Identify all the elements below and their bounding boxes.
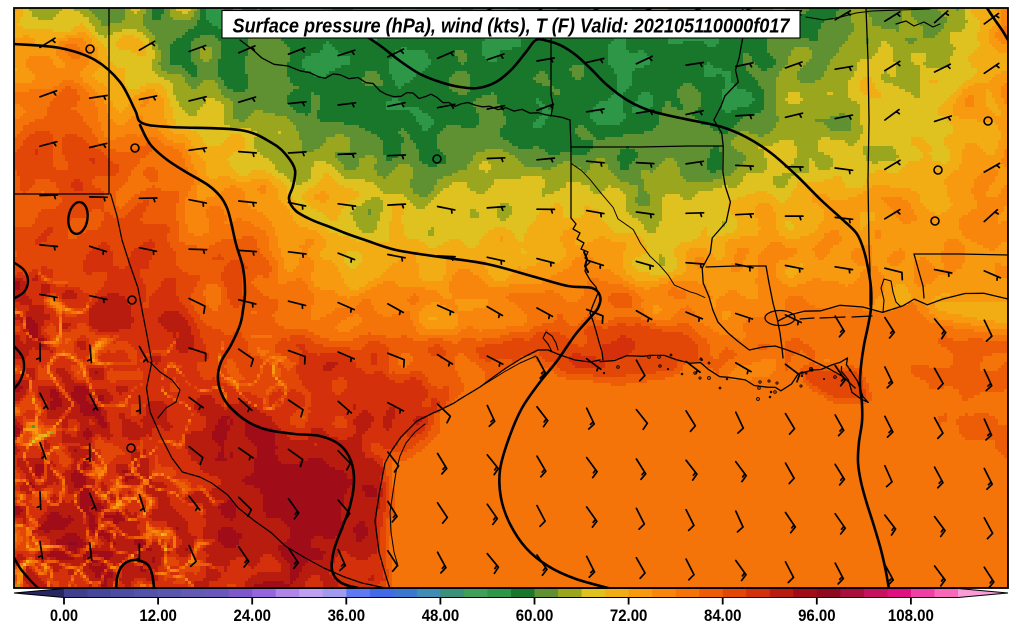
svg-text:0.00: 0.00 — [50, 607, 78, 625]
svg-text:24.00: 24.00 — [234, 607, 272, 625]
svg-text:60.00: 60.00 — [516, 607, 554, 625]
svg-text:72.00: 72.00 — [610, 607, 648, 625]
svg-text:Surface pressure (hPa), wind (: Surface pressure (hPa), wind (kts), T (F… — [233, 16, 791, 38]
svg-text:84.00: 84.00 — [704, 607, 742, 625]
svg-text:48.00: 48.00 — [422, 607, 460, 625]
svg-text:108.00: 108.00 — [888, 607, 934, 625]
svg-text:36.00: 36.00 — [328, 607, 366, 625]
svg-text:12.00: 12.00 — [139, 607, 177, 625]
svg-text:96.00: 96.00 — [798, 607, 836, 625]
